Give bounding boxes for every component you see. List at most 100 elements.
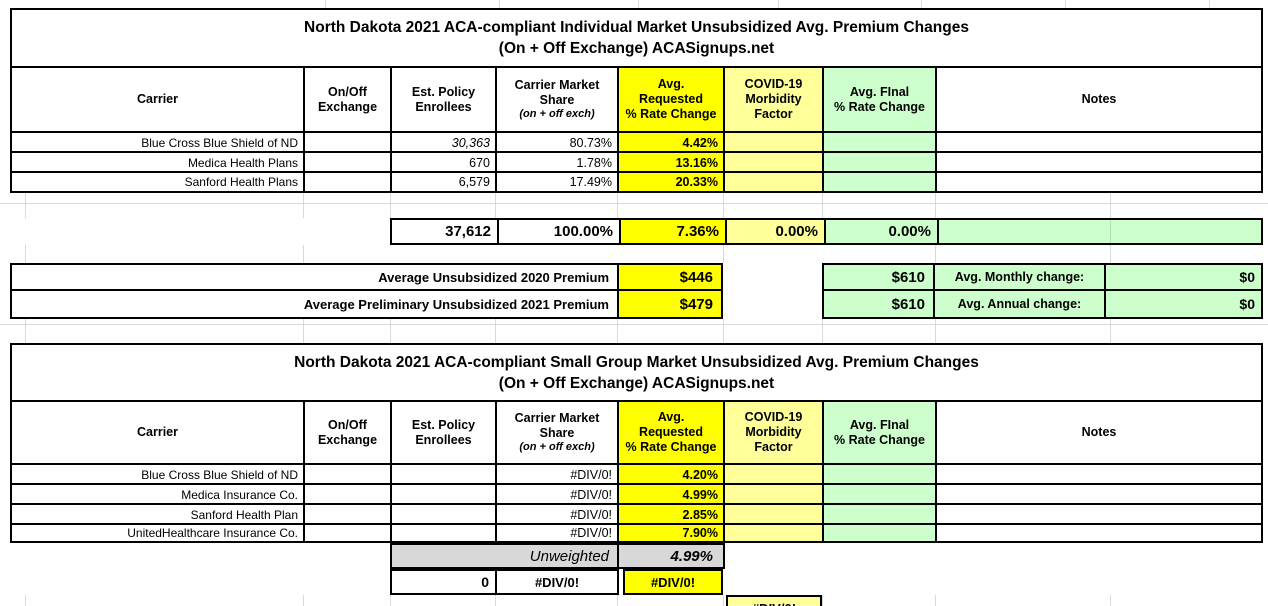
- final-rate-header-cell[interactable]: Avg. FInal % Rate Change: [824, 68, 937, 131]
- final-rate-cell[interactable]: [824, 525, 937, 541]
- covid-factor-cell[interactable]: [725, 505, 824, 525]
- change-label-cell[interactable]: Avg. Annual change:: [935, 291, 1106, 317]
- premium-value-cell[interactable]: $479: [619, 291, 721, 317]
- covid-factor-cell[interactable]: [725, 525, 824, 541]
- total-covid-error-cell[interactable]: #DIV/0!: [726, 595, 822, 606]
- total-final-rate-cell[interactable]: 0.00%: [826, 220, 939, 243]
- market-share-header-cell[interactable]: Carrier Market Share (on + off exch): [497, 402, 619, 463]
- premium-label-cell[interactable]: Average Preliminary Unsubsidized 2021 Pr…: [12, 291, 619, 317]
- enrollees-cell[interactable]: 670: [392, 153, 497, 173]
- requested-rate-cell[interactable]: 13.16%: [619, 153, 725, 173]
- total-market-share-cell[interactable]: 100.00%: [499, 220, 621, 243]
- final-rate-cell[interactable]: [824, 173, 937, 191]
- enrollees-cell[interactable]: 30,363: [392, 133, 497, 153]
- final-rate-header-cell[interactable]: Avg. FInal % Rate Change: [824, 402, 937, 463]
- market-share-error-cell[interactable]: #DIV/0!: [497, 465, 619, 485]
- final-premium-cell[interactable]: $610: [824, 291, 935, 317]
- enrollees-header-cell[interactable]: Est. Policy Enrollees: [392, 68, 497, 131]
- total-requested-rate-cell[interactable]: 7.36%: [621, 220, 727, 243]
- exchange-cell[interactable]: [305, 525, 392, 541]
- requested-rate-header-cell[interactable]: Avg. Requested % Rate Change: [619, 68, 725, 131]
- covid-factor-cell[interactable]: [725, 133, 824, 153]
- total-requested-error-cell[interactable]: #DIV/0!: [623, 569, 723, 595]
- requested-rate-cell[interactable]: 4.99%: [619, 485, 725, 505]
- unweighted-label-cell[interactable]: Unweighted: [392, 545, 619, 567]
- carrier-cell[interactable]: Medica Insurance Co.: [12, 485, 305, 505]
- total-covid-factor-cell[interactable]: 0.00%: [727, 220, 826, 243]
- covid-factor-cell[interactable]: [725, 173, 824, 191]
- market-share-cell[interactable]: 17.49%: [497, 173, 619, 191]
- market-share-error-cell[interactable]: #DIV/0!: [497, 485, 619, 505]
- exchange-cell[interactable]: [305, 133, 392, 153]
- exchange-header-cell[interactable]: On/Off Exchange: [305, 402, 392, 463]
- notes-cell[interactable]: [937, 505, 1261, 525]
- carrier-cell[interactable]: Blue Cross Blue Shield of ND: [12, 465, 305, 485]
- market-share-error-cell[interactable]: #DIV/0!: [497, 505, 619, 525]
- carrier-header-cell[interactable]: Carrier: [12, 68, 305, 131]
- carrier-cell[interactable]: Sanford Health Plans: [12, 173, 305, 191]
- requested-rate-cell[interactable]: 4.42%: [619, 133, 725, 153]
- total-notes-cell[interactable]: [939, 220, 1261, 243]
- gridline: [495, 319, 496, 343]
- carrier-cell[interactable]: Blue Cross Blue Shield of ND: [12, 133, 305, 153]
- change-value-cell[interactable]: $0: [1239, 269, 1255, 285]
- notes-cell[interactable]: [937, 173, 1261, 191]
- requested-rate-header-cell[interactable]: Avg. Requested % Rate Change: [619, 402, 725, 463]
- total-enrollees-cell[interactable]: 37,612: [392, 220, 499, 243]
- notes-cell[interactable]: [937, 153, 1261, 173]
- notes-cell[interactable]: [937, 465, 1261, 485]
- market-share-header-cell[interactable]: Carrier Market Share (on + off exch): [497, 68, 619, 131]
- carrier-cell[interactable]: UnitedHealthcare Insurance Co.: [12, 525, 305, 541]
- notes-header-cell[interactable]: Notes: [1081, 425, 1117, 439]
- exchange-cell[interactable]: [305, 485, 392, 505]
- exchange-cell[interactable]: [305, 505, 392, 525]
- notes-cell[interactable]: [937, 485, 1261, 505]
- premium-label-cell[interactable]: Average Unsubsidized 2020 Premium: [12, 265, 619, 289]
- table-row: Blue Cross Blue Shield of ND 30,363 80.7…: [12, 133, 1261, 153]
- premium-value-cell[interactable]: $446: [619, 265, 721, 289]
- notes-cell[interactable]: [937, 525, 1261, 541]
- market-share-cell[interactable]: 1.78%: [497, 153, 619, 173]
- enrollees-cell[interactable]: [392, 485, 497, 505]
- carrier-cell[interactable]: Sanford Health Plan: [12, 505, 305, 525]
- final-rate-cell[interactable]: [824, 133, 937, 153]
- carrier-cell[interactable]: Medica Health Plans: [12, 153, 305, 173]
- change-label-cell[interactable]: Avg. Monthly change:: [935, 265, 1106, 289]
- final-rate-cell[interactable]: [824, 153, 937, 173]
- requested-rate-cell[interactable]: 2.85%: [619, 505, 725, 525]
- covid-factor-cell[interactable]: [725, 485, 824, 505]
- unweighted-value-cell[interactable]: 4.99%: [670, 547, 713, 565]
- gridline: [0, 324, 1268, 325]
- table-title-line2: (On + Off Exchange) ACASignups.net: [498, 374, 775, 392]
- total-market-share-error-cell[interactable]: #DIV/0!: [534, 574, 580, 590]
- covid-factor-cell[interactable]: [725, 153, 824, 173]
- total-enrollees-cell[interactable]: 0: [392, 571, 497, 593]
- final-rate-cell[interactable]: [824, 485, 937, 505]
- notes-cell[interactable]: [937, 133, 1261, 153]
- small-group-totals-left: 0 #DIV/0!: [390, 569, 619, 595]
- requested-rate-cell[interactable]: 20.33%: [619, 173, 725, 191]
- requested-rate-cell[interactable]: 4.20%: [619, 465, 725, 485]
- enrollees-cell[interactable]: 6,579: [392, 173, 497, 191]
- market-share-error-cell[interactable]: #DIV/0!: [497, 525, 619, 541]
- exchange-cell[interactable]: [305, 153, 392, 173]
- gridline: [303, 319, 304, 343]
- enrollees-cell[interactable]: [392, 505, 497, 525]
- market-share-cell[interactable]: 80.73%: [497, 133, 619, 153]
- exchange-cell[interactable]: [305, 465, 392, 485]
- carrier-header-cell[interactable]: Carrier: [12, 402, 305, 463]
- covid-factor-cell[interactable]: [725, 465, 824, 485]
- covid-factor-header-cell[interactable]: COVID-19 Morbidity Factor: [725, 402, 824, 463]
- notes-header-cell[interactable]: Notes: [1081, 92, 1117, 106]
- final-rate-cell[interactable]: [824, 465, 937, 485]
- exchange-cell[interactable]: [305, 173, 392, 191]
- covid-factor-header-cell[interactable]: COVID-19 Morbidity Factor: [725, 68, 824, 131]
- enrollees-header-cell[interactable]: Est. Policy Enrollees: [392, 402, 497, 463]
- final-premium-cell[interactable]: $610: [824, 265, 935, 289]
- exchange-header-cell[interactable]: On/Off Exchange: [305, 68, 392, 131]
- requested-rate-cell[interactable]: 7.90%: [619, 525, 725, 541]
- enrollees-cell[interactable]: [392, 465, 497, 485]
- final-rate-cell[interactable]: [824, 505, 937, 525]
- enrollees-cell[interactable]: [392, 525, 497, 541]
- change-value-cell[interactable]: $0: [1239, 296, 1255, 312]
